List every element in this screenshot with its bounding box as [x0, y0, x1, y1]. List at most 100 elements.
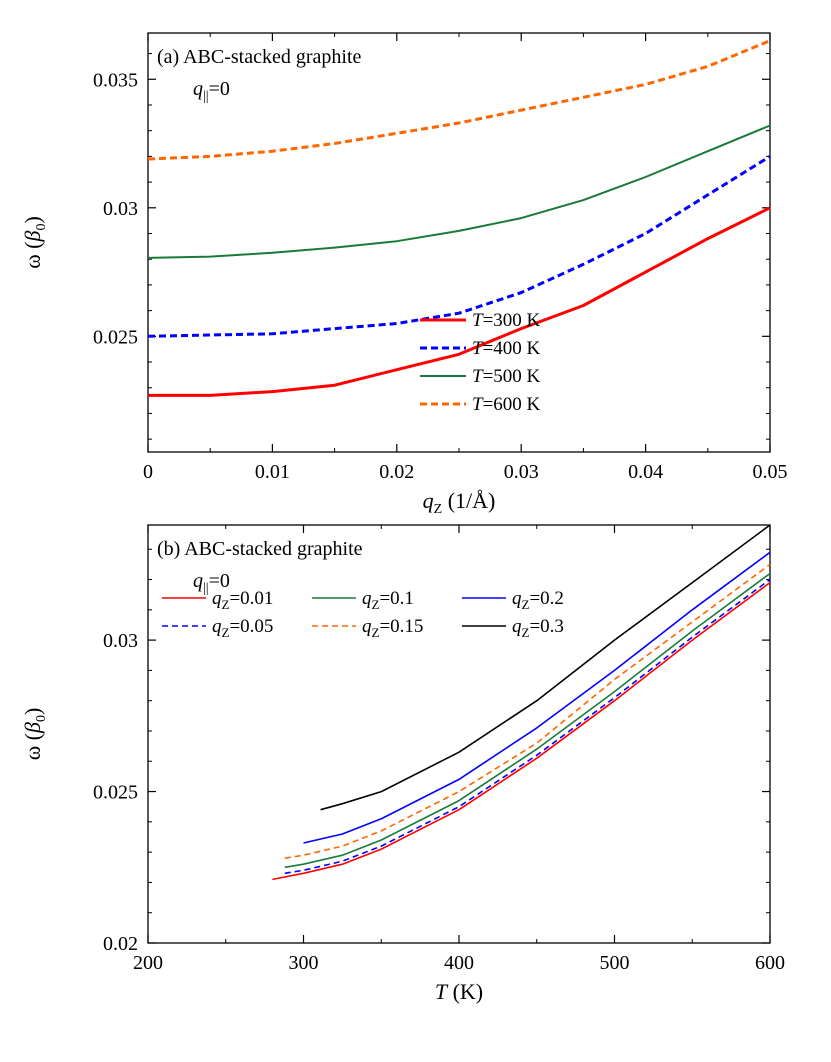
- legend-entry-var: q: [212, 588, 222, 609]
- panel-b-chart: 200 300 400 500 600 0.02 0.025 0.03 T (K) ω (β0) (…: [20, 524, 785, 1004]
- y-axis-title-main: ω (: [20, 733, 45, 760]
- panel-subtitle-var: q: [193, 570, 203, 592]
- series-line-4: [284, 563, 771, 859]
- series-line-2: [284, 578, 771, 875]
- y-tick-label: 0.02: [103, 933, 138, 955]
- x-tick-label: 0: [143, 461, 153, 483]
- x-tick-label: 0.03: [504, 461, 539, 483]
- x-axis-title: T (K): [435, 979, 483, 1004]
- legend-entry-sub: Z: [222, 597, 230, 612]
- y-axis-title-var: β: [20, 722, 45, 734]
- legend-entry-4: T=600 K: [472, 394, 541, 415]
- y-axis-title-var: β: [20, 230, 45, 242]
- legend-entry-var: T: [472, 394, 484, 415]
- legend-entry-value: =0.01: [229, 588, 273, 609]
- x-axis-title-unit: (1/Å): [442, 488, 495, 513]
- panel-subtitle-rest: =0: [209, 570, 230, 592]
- legend-entry-var: T: [472, 366, 484, 387]
- panel-title: (b) ABC-stacked graphite: [157, 538, 363, 560]
- legend-entry-value: =0.15: [379, 616, 423, 637]
- y-tick-label: 0.03: [103, 198, 138, 220]
- legend-entry-value: =400 K: [483, 338, 541, 359]
- y-axis-title-main: ω (: [20, 241, 45, 268]
- legend-entry-sub: Z: [372, 625, 380, 640]
- x-tick-label: 500: [600, 952, 630, 974]
- panel-subtitle-sub: ||: [203, 89, 209, 104]
- panel-subtitle: q||=0: [193, 78, 230, 104]
- y-axis-title: ω (β0): [20, 708, 49, 761]
- panel-label: (a): [157, 46, 183, 68]
- series-line-1: [148, 206, 771, 397]
- legend-entry-6: qZ=0.3: [512, 616, 564, 640]
- legend-entry-var: q: [212, 616, 222, 637]
- x-tick-label: 0.01: [255, 461, 290, 483]
- legend-entry-3: qZ=0.1: [362, 588, 414, 612]
- y-tick-label: 0.03: [103, 630, 138, 652]
- panel-subtitle-sub: ||: [203, 581, 209, 596]
- legend: T=300 KT=400 KT=500 KT=600 K: [420, 310, 541, 415]
- x-tick-label: 600: [755, 952, 785, 974]
- legend-entry-sub: Z: [372, 597, 380, 612]
- legend-entry-value: =0.3: [529, 616, 563, 637]
- x-axis-title-sub: Z: [434, 502, 443, 517]
- series-line-4: [147, 39, 771, 161]
- series-line-6: [320, 524, 771, 811]
- legend-entry-1: qZ=0.01: [212, 588, 273, 612]
- y-tick-label: 0.035: [93, 69, 138, 91]
- x-tick-label: 0.04: [628, 461, 663, 483]
- y-axis-title-sub: 0: [34, 224, 49, 231]
- y-axis-title: ω (β0): [20, 216, 49, 269]
- y-tick-label: 0.025: [93, 326, 138, 348]
- series-line-3: [284, 572, 771, 869]
- panel-label: (b): [157, 538, 184, 560]
- x-tick-label: 200: [133, 952, 163, 974]
- x-tick-label: 300: [289, 952, 319, 974]
- legend-entry-sub: Z: [222, 625, 230, 640]
- series-line-2: [147, 155, 771, 338]
- legend-entry-5: qZ=0.2: [512, 588, 564, 612]
- legend-entry-value: =0.2: [529, 588, 563, 609]
- legend-entry-value: =500 K: [483, 366, 541, 387]
- legend-entry-value: =0.05: [229, 616, 273, 637]
- legend-entry-var: q: [512, 616, 522, 637]
- legend-entry-var: q: [362, 616, 372, 637]
- legend-entry-var: q: [362, 588, 372, 609]
- y-axis-title-close: ): [20, 708, 45, 715]
- legend-entry-1: T=300 K: [472, 310, 541, 331]
- legend-entry-2: qZ=0.05: [212, 616, 273, 640]
- y-tick-label: 0.025: [93, 782, 138, 804]
- panel-subtitle-var: q: [193, 78, 203, 100]
- legend-entry-value: =0.1: [379, 588, 413, 609]
- legend-entry-sub: Z: [522, 597, 530, 612]
- x-tick-label: 0.02: [379, 461, 414, 483]
- x-axis-title-var: q: [423, 488, 434, 513]
- series-line-5: [303, 551, 771, 844]
- legend-entry-4: qZ=0.15: [362, 616, 423, 640]
- y-axis-title-sub: 0: [34, 715, 49, 722]
- panel-subtitle: q||=0: [193, 570, 230, 596]
- x-tick-label: 0.05: [753, 461, 788, 483]
- legend-entry-3: T=500 K: [472, 366, 541, 387]
- x-axis-title-unit: (K): [447, 979, 483, 1004]
- series-line-1: [272, 581, 771, 881]
- x-tick-label: 400: [444, 952, 474, 974]
- legend-entry-value: =600 K: [483, 394, 541, 415]
- legend-entry-sub: Z: [522, 625, 530, 640]
- y-axis-title-close: ): [20, 216, 45, 223]
- legend-entry-2: T=400 K: [472, 338, 541, 359]
- legend-entry-var: T: [472, 338, 484, 359]
- panel-subtitle-rest: =0: [209, 78, 230, 100]
- panel-title-text: ABC-stacked graphite: [184, 538, 362, 560]
- x-axis-title-var: T: [435, 979, 449, 1004]
- panel-title: (a) ABC-stacked graphite: [157, 46, 361, 68]
- series-line-3: [147, 124, 771, 259]
- legend-entry-value: =300 K: [483, 310, 541, 331]
- x-axis-title: qZ (1/Å): [423, 488, 496, 517]
- plot-frame: [147, 32, 771, 453]
- legend-entry-var: T: [472, 310, 484, 331]
- panel-title-text: ABC-stacked graphite: [183, 46, 361, 68]
- legend-entry-var: q: [512, 588, 522, 609]
